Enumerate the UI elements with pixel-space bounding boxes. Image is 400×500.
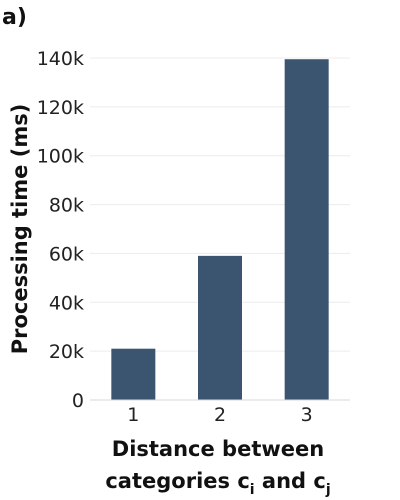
- y-tick-label: 140k: [37, 48, 84, 70]
- x-tick-label: 3: [301, 404, 313, 426]
- x-tick-labels: 1 2 3: [127, 404, 312, 426]
- y-tick-label: 60k: [49, 243, 84, 265]
- y-tick-label: 120k: [37, 97, 84, 119]
- bars: [111, 59, 329, 400]
- x-tick-label: 1: [127, 404, 139, 426]
- x-axis-title-line-2: categories ci and cj: [105, 469, 330, 498]
- x-axis-title-middle: and c: [255, 469, 326, 493]
- x-tick-label: 2: [214, 404, 226, 426]
- y-tick-labels: 0 20k 40k 60k 80k 100k 120k 140k: [37, 48, 84, 412]
- gridlines: [90, 57, 350, 352]
- y-tick-label: 20k: [49, 341, 84, 363]
- bar-1: [111, 348, 156, 400]
- y-tick-label: 80k: [49, 195, 84, 217]
- x-axis-title-subscript-j: j: [325, 482, 331, 498]
- y-tick-label: 0: [72, 390, 84, 412]
- y-axis-title: Processing time (ms): [8, 104, 32, 355]
- x-axis-title-subscript-i: i: [250, 482, 255, 498]
- bar-2: [198, 255, 242, 400]
- y-tick-label: 40k: [49, 292, 84, 314]
- x-axis-title-line-1: Distance between: [112, 437, 324, 461]
- bar-3: [284, 59, 329, 400]
- y-tick-label: 100k: [37, 146, 84, 168]
- x-axis-title-prefix: categories c: [105, 469, 249, 493]
- panel-label: a): [2, 5, 27, 30]
